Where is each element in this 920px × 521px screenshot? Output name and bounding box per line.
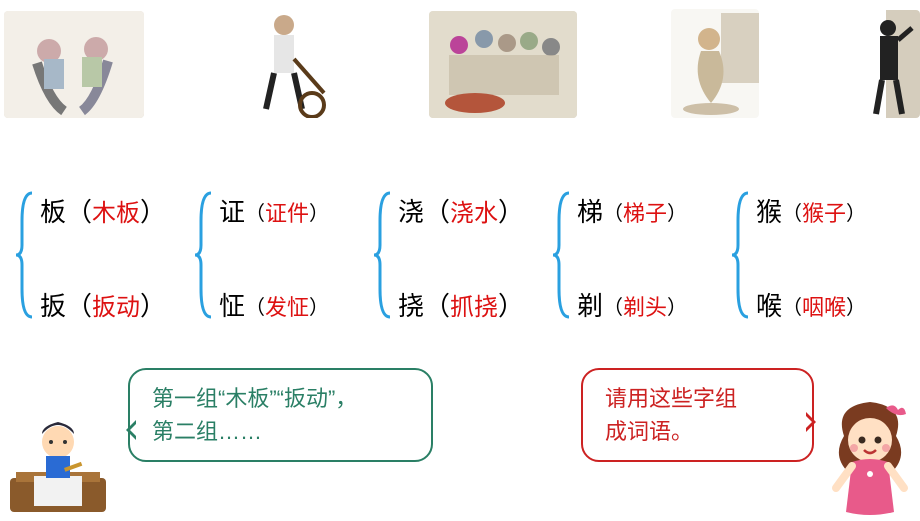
bubble-left-line1: 第一组“木板”“扳动”， <box>152 382 411 415</box>
char-group: 板（木板）扳（扳动） <box>18 185 186 325</box>
answer-word: 抓挠 <box>450 294 498 321</box>
brace-icon <box>732 191 750 319</box>
brace-icon <box>553 191 571 319</box>
char-group: 梯（梯子）剃（剃头） <box>555 185 723 325</box>
char-pair-top: 梯（梯子） <box>577 199 687 225</box>
answer-word: 猴子 <box>802 201 846 226</box>
open-paren: （ <box>424 291 450 321</box>
illustration-wall-man <box>852 10 920 118</box>
close-paren: ） <box>140 291 166 321</box>
close-paren: ） <box>309 297 329 319</box>
answer-word: 梯子 <box>623 201 667 226</box>
base-char: 剃 <box>577 291 603 321</box>
open-paren: （ <box>245 203 265 225</box>
base-char: 怔 <box>219 291 245 321</box>
bubble-right-line1: 请用这些字组 <box>605 382 792 415</box>
char-pair-bottom: 怔（发怔） <box>219 293 329 319</box>
base-char: 猴 <box>756 197 782 227</box>
close-paren: ） <box>846 297 866 319</box>
girl-icon <box>824 396 916 516</box>
char-pair-top: 猴（猴子） <box>756 199 866 225</box>
char-pair-top: 浇（浇水） <box>398 199 524 226</box>
open-paren: （ <box>424 197 450 227</box>
open-paren: （ <box>66 291 92 321</box>
base-char: 板 <box>40 197 66 227</box>
char-group: 浇（浇水）挠（抓挠） <box>376 185 544 325</box>
answer-word: 浇水 <box>450 200 498 227</box>
base-char: 浇 <box>398 197 424 227</box>
char-group: 猴（猴子）喉（咽喉） <box>734 185 902 325</box>
illustration-crouching-man <box>671 9 759 118</box>
open-paren: （ <box>66 197 92 227</box>
speech-bubble-right: 请用这些字组 成词语。 <box>581 368 814 462</box>
base-char: 喉 <box>756 291 782 321</box>
base-char: 扳 <box>40 291 66 321</box>
illustration-crowd <box>429 11 577 118</box>
open-paren: （ <box>782 297 802 319</box>
answer-word: 剃头 <box>623 295 667 320</box>
brace-icon <box>195 191 213 319</box>
answer-word: 扳动 <box>92 294 140 321</box>
answer-word: 木板 <box>92 200 140 227</box>
brace-icon <box>16 191 34 319</box>
bubble-right-line2: 成词语。 <box>605 415 792 448</box>
open-paren: （ <box>603 203 623 225</box>
illustration-rickshaw-man <box>238 9 336 118</box>
open-paren: （ <box>603 297 623 319</box>
close-paren: ） <box>309 203 329 225</box>
top-illustration-row <box>0 8 920 118</box>
open-paren: （ <box>782 203 802 225</box>
base-char: 挠 <box>398 291 424 321</box>
close-paren: ） <box>498 291 524 321</box>
answer-word: 证件 <box>265 201 309 226</box>
open-paren: （ <box>245 297 265 319</box>
base-char: 证 <box>219 197 245 227</box>
char-pair-top: 证（证件） <box>219 199 329 225</box>
char-pair-top: 板（木板） <box>40 199 166 226</box>
bottom-area: 第一组“木板”“扳动”， 第二组…… 请用这些字组 成词语。 <box>0 363 920 518</box>
char-pair-bottom: 喉（咽喉） <box>756 293 866 319</box>
close-paren: ） <box>846 203 866 225</box>
base-char: 梯 <box>577 197 603 227</box>
char-pair-bottom: 剃（剃头） <box>577 293 687 319</box>
close-paren: ） <box>140 197 166 227</box>
character-groups: 板（木板）扳（扳动）证（证件）怔（发怔）浇（浇水）挠（抓挠）梯（梯子）剃（剃头）… <box>18 185 902 325</box>
speech-bubble-left: 第一组“木板”“扳动”， 第二组…… <box>128 368 433 462</box>
char-pair-bottom: 挠（抓挠） <box>398 293 524 320</box>
char-pair-bottom: 扳（扳动） <box>40 293 166 320</box>
close-paren: ） <box>667 203 687 225</box>
answer-word: 发怔 <box>265 295 309 320</box>
student-icon <box>6 412 110 516</box>
char-group: 证（证件）怔（发怔） <box>197 185 365 325</box>
bubble-left-line2: 第二组…… <box>152 415 411 448</box>
close-paren: ） <box>498 197 524 227</box>
illustration-two-boys <box>4 11 144 118</box>
answer-word: 咽喉 <box>802 295 846 320</box>
brace-icon <box>374 191 392 319</box>
close-paren: ） <box>667 297 687 319</box>
